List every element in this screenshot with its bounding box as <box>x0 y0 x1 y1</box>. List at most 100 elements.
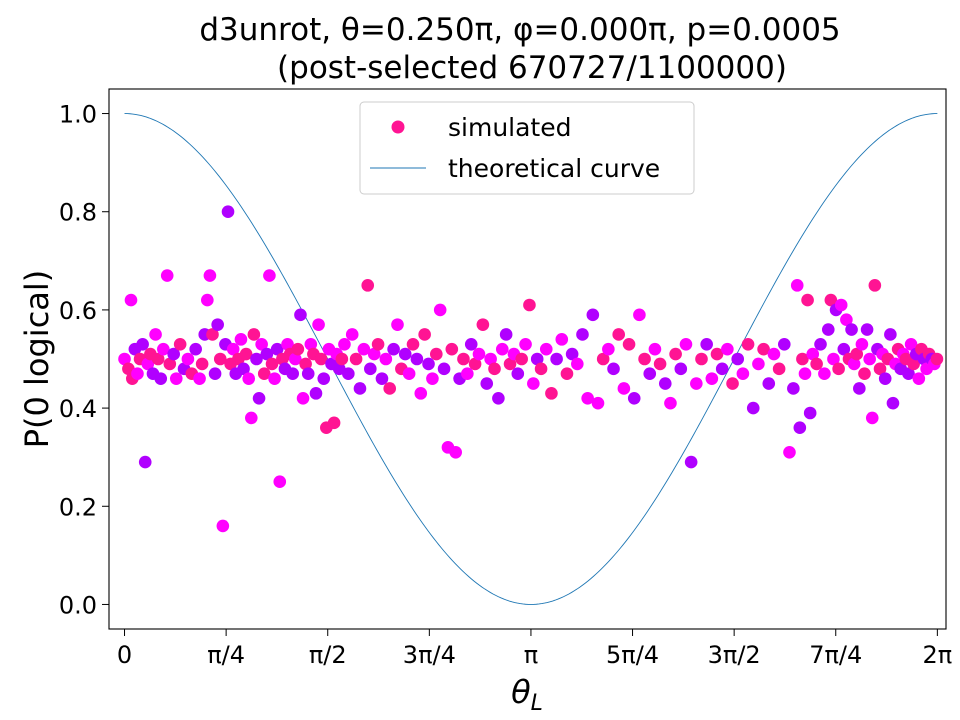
simulated-point <box>818 367 831 381</box>
simulated-point <box>211 318 224 331</box>
simulated-point <box>250 352 263 366</box>
simulated-point <box>534 362 548 376</box>
simulated-point <box>560 367 574 381</box>
simulated-point <box>124 293 138 307</box>
plot-area <box>118 113 944 605</box>
x-tick-label: 2π <box>922 641 952 669</box>
simulated-point <box>726 377 739 390</box>
simulated-point <box>853 382 866 395</box>
simulated-point <box>664 396 677 410</box>
simulated-point <box>515 352 528 366</box>
simulated-point <box>793 421 807 435</box>
simulated-point <box>476 318 490 331</box>
simulated-point <box>612 328 625 341</box>
simulated-point <box>239 347 253 361</box>
simulated-point <box>519 337 532 351</box>
simulated-point <box>705 372 719 385</box>
simulated-point <box>721 342 734 356</box>
simulated-point <box>286 367 300 381</box>
simulated-point <box>406 337 420 351</box>
simulated-point <box>523 298 536 312</box>
simulated-point <box>304 337 318 351</box>
simulated-point <box>245 411 258 425</box>
simulated-point <box>255 337 268 351</box>
simulated-point <box>868 279 882 292</box>
simulated-point <box>213 352 227 366</box>
simulated-point <box>827 352 840 366</box>
simulated-point <box>863 352 876 366</box>
simulated-point <box>433 303 447 317</box>
simulated-point <box>555 333 569 346</box>
simulated-point <box>492 391 505 405</box>
simulated-point <box>118 352 131 366</box>
simulated-point <box>607 362 620 376</box>
simulated-point <box>803 406 817 420</box>
legend-theory-label: theoretical curve <box>448 154 660 183</box>
simulated-point <box>252 391 266 405</box>
simulated-point <box>357 342 371 356</box>
simulated-point <box>837 342 851 356</box>
simulated-point <box>173 337 187 351</box>
simulated-point <box>715 362 729 376</box>
simulated-point <box>757 342 770 356</box>
simulated-point <box>195 357 209 371</box>
simulated-point <box>327 416 341 430</box>
simulated-point <box>617 382 631 395</box>
simulated-point <box>865 411 879 425</box>
simulated-point <box>674 362 688 376</box>
simulated-point <box>767 347 781 361</box>
simulated-point <box>157 342 170 356</box>
simulated-point <box>777 337 791 351</box>
y-tick-label: 0.8 <box>59 199 97 227</box>
simulated-point <box>591 396 605 410</box>
simulated-point <box>907 357 920 371</box>
simulated-point <box>288 352 302 366</box>
simulated-point <box>653 357 667 371</box>
simulated-point <box>294 308 307 322</box>
x-tick-label: π/2 <box>309 641 347 669</box>
simulated-point <box>216 519 230 533</box>
x-tick-label: π/4 <box>207 641 245 669</box>
simulated-point <box>545 387 558 400</box>
simulated-point <box>878 372 892 385</box>
x-tick-label: 3π/2 <box>708 641 761 669</box>
simulated-point <box>571 357 584 371</box>
simulated-point <box>375 372 389 385</box>
simulated-point <box>237 362 250 376</box>
simulated-point <box>136 337 149 351</box>
simulated-point <box>858 367 871 381</box>
simulated-point <box>391 318 404 331</box>
x-tick-label: 5π/4 <box>606 641 659 669</box>
simulated-point <box>449 445 463 459</box>
simulated-point <box>576 328 589 341</box>
simulated-point <box>873 362 887 376</box>
simulated-point <box>181 352 195 366</box>
simulated-point <box>291 342 305 356</box>
x-axis-label: θL <box>511 673 543 716</box>
simulated-point <box>281 337 294 351</box>
legend-box <box>359 101 695 195</box>
y-tick-label: 0.2 <box>59 493 97 521</box>
y-tick-label: 0.0 <box>59 591 97 619</box>
simulated-point <box>361 279 375 292</box>
simulated-point <box>790 279 804 292</box>
simulated-point <box>312 318 325 331</box>
simulated-point <box>457 352 470 366</box>
simulated-point <box>834 298 848 312</box>
simulated-point <box>342 367 355 381</box>
simulated-point <box>226 342 240 356</box>
simulated-point <box>149 328 162 341</box>
simulated-point <box>930 352 944 366</box>
x-tick-label: 7π/4 <box>809 641 862 669</box>
simulated-point <box>821 323 835 336</box>
simulated-point <box>527 377 540 390</box>
x-tick-label: 0 <box>117 641 132 669</box>
simulated-point <box>886 396 900 410</box>
simulated-point <box>904 337 918 351</box>
simulated-point <box>367 347 381 361</box>
simulated-point <box>268 372 281 385</box>
simulated-point <box>488 362 501 376</box>
simulated-point <box>550 352 563 366</box>
y-tick-label: 0.4 <box>59 395 97 423</box>
simulated-point <box>301 367 315 381</box>
